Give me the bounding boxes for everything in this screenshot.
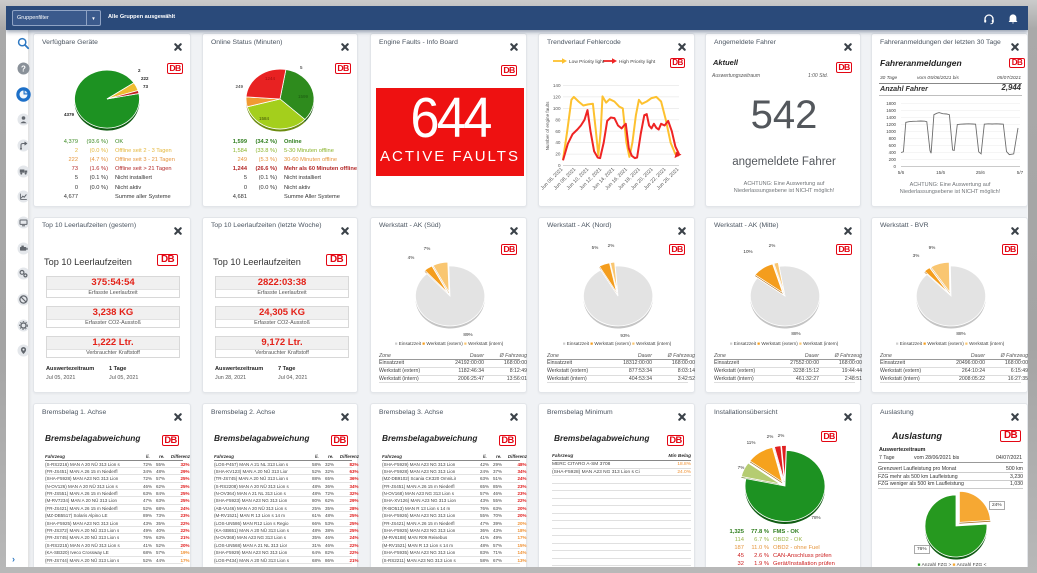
svg-text:5/6: 5/6 xyxy=(898,170,905,175)
svg-text:1800: 1800 xyxy=(886,101,896,106)
svg-text:1600: 1600 xyxy=(886,108,896,113)
svg-text:1200: 1200 xyxy=(886,122,896,127)
svg-text:Number of engine faults: Number of engine faults xyxy=(545,101,550,150)
svg-text:Low Priority light: Low Priority light xyxy=(569,59,605,65)
svg-text:40: 40 xyxy=(555,140,561,145)
svg-text:25/6: 25/6 xyxy=(976,170,985,175)
svg-text:100: 100 xyxy=(553,106,561,111)
svg-text:15/6: 15/6 xyxy=(936,170,945,175)
svg-text:200: 200 xyxy=(889,157,897,162)
svg-text:5/7: 5/7 xyxy=(1017,170,1024,175)
svg-text:High Priority light: High Priority light xyxy=(619,59,656,65)
svg-text:1400: 1400 xyxy=(886,115,896,120)
svg-text:600: 600 xyxy=(889,143,897,148)
svg-text:1000: 1000 xyxy=(886,129,896,134)
svg-text:800: 800 xyxy=(889,136,897,141)
svg-text:60: 60 xyxy=(555,129,561,134)
svg-text:120: 120 xyxy=(553,95,561,100)
svg-text:20: 20 xyxy=(555,152,561,157)
svg-text:140: 140 xyxy=(553,83,561,88)
svg-text:0: 0 xyxy=(894,164,897,169)
svg-text:80: 80 xyxy=(555,117,561,122)
svg-text:0: 0 xyxy=(558,163,561,168)
svg-text:400: 400 xyxy=(889,150,897,155)
svg-text:?: ? xyxy=(21,65,26,74)
